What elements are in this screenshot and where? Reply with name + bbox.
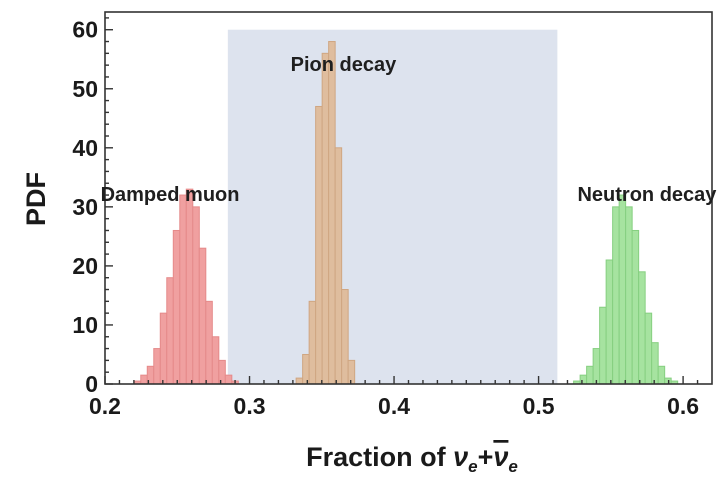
annotation-damped-muon: Damped muon — [101, 184, 240, 206]
x-tick-label: 0.3 — [234, 393, 266, 419]
neutron-decay-bar-14 — [665, 378, 672, 384]
neutron-decay-bar-4 — [600, 307, 607, 384]
x-tick-label: 0.4 — [378, 393, 410, 419]
neutron-decay-bar-3 — [593, 349, 600, 384]
neutron-decay-bar-11 — [645, 313, 652, 384]
x-axis-title-plus: + — [478, 442, 494, 472]
y-tick-label: 10 — [72, 312, 98, 338]
y-tick-label: 50 — [72, 76, 98, 102]
x-axis-title-sub-e2: e — [508, 457, 517, 476]
x-axis-title-sub-e: e — [468, 457, 477, 476]
y-tick-label: 30 — [72, 194, 98, 220]
y-tick-label: 20 — [72, 253, 98, 279]
x-axis-title-lead: Fraction of — [306, 442, 453, 472]
x-axis-title-nu-e: ν — [453, 442, 468, 472]
damped-muon-bar-12 — [212, 337, 219, 384]
neutron-decay-bar-1 — [580, 375, 587, 384]
x-tick-label: 0.5 — [523, 393, 555, 419]
damped-muon-bar-1 — [141, 375, 148, 384]
neutron-decay-bar-6 — [613, 207, 620, 384]
x-axis-title: Fraction of νe+νe — [306, 442, 518, 476]
pion-decay-bar-8 — [348, 360, 355, 384]
y-tick-label: 40 — [72, 135, 98, 161]
pion-decay-bar-4 — [322, 53, 329, 384]
shaded-region — [228, 30, 558, 384]
neutron-decay-bar-10 — [639, 272, 646, 384]
neutron-decay-bar-13 — [658, 366, 665, 384]
damped-muon-bar-3 — [154, 349, 161, 384]
pion-decay-bar-5 — [329, 42, 336, 384]
pion-decay-bar-6 — [335, 148, 342, 384]
x-axis-title-nu-e-bar: ν — [493, 442, 508, 472]
y-tick-label: 60 — [72, 17, 98, 43]
y-axis-title: PDF — [21, 172, 51, 226]
damped-muon-bar-5 — [167, 278, 174, 384]
x-tick-label: 0.6 — [667, 393, 699, 419]
damped-muon-bar-13 — [219, 360, 226, 384]
neutron-decay-bar-12 — [652, 343, 659, 384]
pion-decay-bar-7 — [342, 290, 349, 384]
annotation-neutron-decay: Neutron decay — [577, 184, 717, 206]
x-tick-label: 0.2 — [89, 393, 121, 419]
neutron-decay-bar-5 — [606, 260, 613, 384]
damped-muon-bar-8 — [186, 189, 193, 384]
damped-muon-bar-10 — [199, 248, 206, 384]
damped-muon-bar-4 — [160, 313, 167, 384]
neutron-decay-bar-7 — [619, 195, 626, 384]
damped-muon-bar-9 — [193, 207, 200, 384]
neutron-decay-bar-9 — [632, 230, 639, 384]
damped-muon-bar-6 — [173, 230, 180, 384]
pion-decay-bar-1 — [303, 354, 310, 384]
pion-decay-bar-0 — [296, 378, 303, 384]
pion-decay-bar-2 — [309, 301, 316, 384]
neutron-decay-bar-8 — [626, 207, 633, 384]
damped-muon-bar-11 — [206, 301, 213, 384]
pion-decay-bar-3 — [316, 106, 323, 384]
annotation-pion-decay: Pion decay — [291, 54, 397, 76]
damped-muon-bar-7 — [180, 195, 187, 384]
damped-muon-bar-14 — [225, 375, 232, 384]
neutron-decay-bar-2 — [587, 366, 594, 384]
